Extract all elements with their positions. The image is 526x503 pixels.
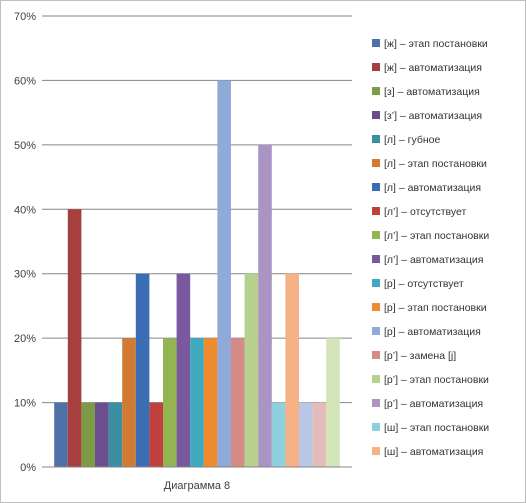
legend-item: [з] – автоматизация	[372, 86, 480, 98]
bar	[285, 273, 299, 467]
legend-swatch	[372, 183, 380, 191]
y-tick-label: 20%	[14, 333, 36, 345]
bar	[299, 402, 313, 467]
legend-item: [р’] – замена [j]	[372, 350, 456, 362]
legend-item: [р] – этап постановки	[372, 302, 487, 314]
bar	[244, 273, 259, 467]
legend-label: [л] – этап постановки	[384, 158, 487, 170]
legend-swatch	[372, 159, 380, 167]
category-label: Диаграмма 8	[164, 480, 230, 492]
bar	[81, 402, 95, 467]
legend-swatch	[372, 303, 380, 311]
legend-swatch	[372, 231, 380, 239]
bar	[67, 209, 82, 468]
legend-label: [л’] – этап постановки	[384, 230, 489, 242]
bar	[217, 80, 231, 468]
legend-label: [р] – автоматизация	[384, 326, 481, 338]
y-tick-label: 10%	[14, 398, 36, 410]
bar	[190, 338, 204, 467]
legend-item: [л] – губное	[372, 134, 440, 146]
legend-item: [р’] – этап постановки	[372, 374, 489, 386]
legend-item: [з’] – автоматизация	[372, 110, 482, 122]
legend-label: [ж] – этап постановки	[384, 38, 488, 50]
y-tick-label: 0%	[20, 462, 36, 474]
legend-label: [л’] – отсутствует	[384, 206, 466, 218]
y-tick-label: 70%	[14, 11, 36, 23]
legend-item: [р] – отсутствует	[372, 278, 464, 290]
bar	[258, 144, 272, 468]
legend-item: [л’] – автоматизация	[372, 254, 483, 266]
legend-item: [л] – этап постановки	[372, 158, 487, 170]
bars	[54, 80, 340, 468]
legend-swatch	[372, 423, 380, 431]
legend-swatch	[372, 207, 380, 215]
legend-swatch	[372, 351, 380, 359]
legend-label: [ш] – автоматизация	[384, 446, 483, 458]
legend-label: [ш] – этап постановки	[384, 422, 489, 434]
legend-swatch	[372, 255, 380, 263]
bar	[203, 338, 218, 467]
legend-label: [р’] – автоматизация	[384, 398, 483, 410]
legend-swatch	[372, 87, 380, 95]
legend-item: [л’] – отсутствует	[372, 206, 466, 218]
legend-label: [р’] – этап постановки	[384, 374, 489, 386]
y-tick-label: 50%	[14, 140, 36, 152]
legend-label: [з’] – автоматизация	[384, 110, 482, 122]
bar	[122, 338, 136, 467]
legend-swatch	[372, 39, 380, 47]
y-tick-label: 30%	[14, 269, 36, 281]
legend: [ж] – этап постановки [ж] – автоматизация…	[372, 38, 489, 458]
legend-item: [р] – автоматизация	[372, 326, 481, 338]
legend-label: [ж] – автоматизация	[384, 62, 482, 74]
bar	[95, 402, 109, 467]
bar	[176, 273, 191, 467]
legend-label: [л] – автоматизация	[384, 182, 481, 194]
legend-item: [ш] – этап постановки	[372, 422, 489, 434]
legend-label: [р’] – замена [j]	[384, 350, 456, 362]
legend-item: [л] – автоматизация	[372, 182, 481, 194]
y-axis-ticks: 0% 10% 20% 30% 40% 50% 60% 70%	[14, 11, 36, 474]
bar	[108, 402, 123, 467]
legend-label: [л’] – автоматизация	[384, 254, 483, 266]
bar	[54, 402, 68, 467]
y-tick-label: 40%	[14, 204, 36, 216]
legend-label: [р] – этап постановки	[384, 302, 487, 314]
bar	[135, 273, 150, 467]
legend-swatch	[372, 135, 380, 143]
legend-label: [з] – автоматизация	[384, 86, 480, 98]
legend-label: [л] – губное	[384, 134, 440, 146]
bar	[312, 402, 327, 467]
legend-item: [л’] – этап постановки	[372, 230, 489, 242]
bar	[326, 338, 340, 467]
bar	[163, 338, 177, 467]
legend-swatch	[372, 399, 380, 407]
legend-item: [ш] – автоматизация	[372, 446, 483, 458]
legend-item: [ж] – автоматизация	[372, 62, 482, 74]
legend-swatch	[372, 279, 380, 287]
bar	[231, 338, 245, 467]
legend-swatch	[372, 375, 380, 383]
legend-label: [р] – отсутствует	[384, 278, 464, 290]
y-tick-label: 60%	[14, 75, 36, 87]
legend-item: [р’] – автоматизация	[372, 398, 483, 410]
legend-swatch	[372, 111, 380, 119]
bar	[271, 402, 286, 467]
bar	[149, 402, 163, 467]
legend-item: [ж] – этап постановки	[372, 38, 488, 50]
legend-swatch	[372, 447, 380, 455]
legend-swatch	[372, 327, 380, 335]
legend-swatch	[372, 63, 380, 71]
